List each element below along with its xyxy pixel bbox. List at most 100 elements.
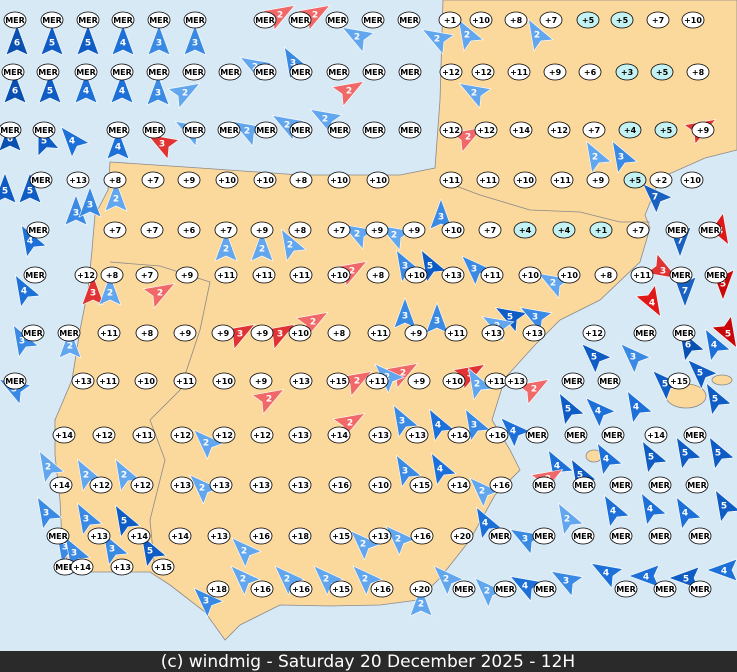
arrow-label: 3 [109, 545, 115, 555]
station: +11 [132, 426, 156, 444]
station-label: +7 [632, 226, 644, 235]
station-oval [615, 63, 639, 81]
wind-arrow: 2 [309, 109, 343, 135]
arrow-shape [635, 284, 661, 318]
station: MER [57, 324, 81, 342]
arrow-label: 4 [115, 143, 121, 153]
station-label: MER [603, 431, 623, 440]
arrow-label: 2 [479, 487, 485, 497]
arrow-shape [78, 186, 102, 218]
station-oval [214, 266, 238, 284]
station-label: +9 [413, 377, 426, 386]
station-oval [365, 221, 389, 239]
arrow-shape [433, 565, 464, 596]
station-label: +11 [176, 377, 194, 386]
arrow-label: 4 [647, 505, 653, 515]
station-label: MER [290, 16, 310, 25]
station-label: +14 [55, 431, 73, 440]
station-oval [686, 63, 710, 81]
station: +15 [329, 580, 353, 598]
station-label: +18 [291, 532, 309, 541]
arrow-label: 2 [259, 245, 265, 255]
island [711, 374, 733, 386]
station-label: +14 [512, 126, 530, 135]
station-oval [23, 266, 47, 284]
station-oval [439, 63, 463, 81]
wind-arrow: 3 [146, 74, 170, 106]
wind-arrow: 3 [645, 253, 679, 279]
wind-arrow: 2 [142, 283, 176, 309]
wind-arrow: 3 [78, 186, 102, 218]
station-oval [644, 426, 668, 444]
station-oval [26, 221, 50, 239]
station-label: MER [364, 126, 384, 135]
station: +16 [489, 476, 513, 494]
wind-arrow: 4 [635, 284, 661, 318]
arrow-label: 3 [43, 509, 49, 519]
station: +14 [509, 121, 533, 139]
station-oval [450, 527, 474, 545]
station: +10 [441, 221, 465, 239]
station: +9 [586, 171, 610, 189]
station-label: +13 [210, 532, 228, 541]
station: MER [29, 171, 53, 189]
station: MER [698, 221, 722, 239]
station-label: +13 [291, 431, 309, 440]
arrow-label: 3 [159, 140, 165, 150]
station-oval [74, 63, 98, 81]
station-label: MER [327, 16, 347, 25]
arrow-label: 3 [402, 312, 408, 322]
station: +10 [681, 11, 705, 29]
wind-arrow: 5 [0, 172, 17, 204]
station: MER [601, 426, 625, 444]
arrow-label: 4 [482, 519, 488, 529]
station-oval [214, 221, 238, 239]
station: +20 [409, 580, 433, 598]
station: +13 [249, 476, 273, 494]
station: MER [685, 476, 709, 494]
arrow-label: 3 [90, 289, 96, 299]
station-oval [327, 266, 351, 284]
station-oval [513, 221, 537, 239]
wind-arrow: 2 [231, 537, 262, 568]
wind-arrow: 2 [458, 83, 492, 109]
station-label: +11 [479, 176, 497, 185]
station: +13 [481, 324, 505, 342]
station: MER [106, 121, 130, 139]
wind-arrow: 3 [612, 140, 638, 174]
arrow-shape [519, 307, 553, 333]
arrow-shape [214, 230, 238, 262]
station-label: +15 [329, 377, 347, 386]
arrow-label: 5 [682, 449, 688, 459]
station-label: +14 [171, 532, 189, 541]
station-label: +16 [413, 532, 431, 541]
station: +12 [74, 266, 98, 284]
station-oval [249, 476, 273, 494]
station-oval [250, 580, 274, 598]
station-oval [110, 63, 134, 81]
arrow-label: 3 [399, 417, 405, 427]
station-label: +3 [621, 68, 633, 77]
station-label: +10 [291, 329, 309, 338]
wind-arrow: 2 [332, 413, 366, 439]
station-oval [698, 221, 722, 239]
station-label: +11 [135, 431, 153, 440]
station-oval [571, 527, 595, 545]
station-oval [1, 63, 25, 81]
station: +8 [327, 324, 351, 342]
station-label: +10 [560, 271, 578, 280]
station: +9 [365, 221, 389, 239]
arrow-shape [18, 172, 42, 204]
station: +8 [504, 11, 528, 29]
station-oval [249, 372, 273, 390]
station-label: +8 [109, 176, 122, 185]
wind-arrow: 6 [5, 24, 29, 56]
wind-arrow: 4 [106, 128, 130, 160]
station-oval [218, 63, 242, 81]
station: MER [3, 11, 27, 29]
arrow-label: 5 [85, 39, 91, 49]
arrow-label: 3 [660, 267, 666, 277]
wind-arrow: 4 [509, 576, 543, 602]
station-label: +7 [146, 226, 158, 235]
